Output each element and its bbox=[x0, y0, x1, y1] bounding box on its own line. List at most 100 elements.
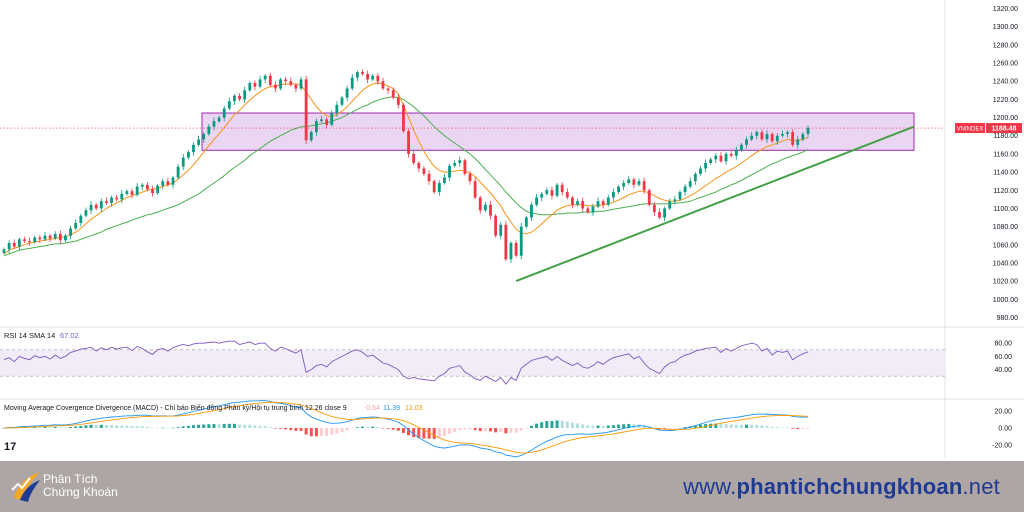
candle-body bbox=[448, 165, 451, 178]
price-tick-label: 1160.00 bbox=[993, 151, 1018, 158]
macd-tick-label: -20.00 bbox=[992, 443, 1012, 450]
macd-histogram-bar bbox=[232, 423, 236, 428]
candle-body bbox=[17, 239, 21, 247]
candle-body bbox=[560, 184, 564, 193]
candle-body bbox=[581, 201, 585, 209]
rsi-tick-label: 80.00 bbox=[994, 341, 1012, 348]
candle-body bbox=[693, 173, 697, 182]
macd-histogram-bar bbox=[314, 428, 318, 437]
macd-histogram-bar bbox=[555, 420, 559, 428]
candle-body bbox=[724, 153, 728, 162]
macd-histogram-bar bbox=[468, 428, 472, 430]
macd-histogram-bar bbox=[248, 424, 252, 428]
macd-histogram-bar bbox=[560, 420, 564, 428]
candle-body bbox=[386, 88, 390, 91]
candle-body bbox=[89, 204, 93, 211]
candle-body bbox=[652, 204, 656, 213]
candle-body bbox=[202, 133, 206, 140]
candle-body bbox=[207, 126, 211, 134]
macd-histogram-bar bbox=[622, 424, 626, 428]
website-link[interactable]: www.phantichchungkhoan.net bbox=[683, 474, 1000, 500]
candle-body bbox=[350, 77, 354, 89]
price-tick-label: 1020.00 bbox=[993, 279, 1018, 286]
candle-body bbox=[750, 135, 754, 140]
candle-body bbox=[745, 139, 748, 145]
macd-histogram-bar bbox=[115, 425, 119, 428]
candle-body bbox=[140, 184, 144, 187]
tradingview-logo-icon: 17 bbox=[4, 441, 17, 453]
candle-body bbox=[258, 79, 262, 87]
candle-body bbox=[688, 181, 692, 187]
macd-signal-value: 12.03 bbox=[405, 405, 423, 412]
brand-name-line1: Phân Tích bbox=[43, 472, 98, 486]
macd-histogram-bar bbox=[509, 428, 513, 433]
macd-histogram-bar bbox=[176, 427, 180, 428]
macd-histogram-bar bbox=[69, 427, 73, 428]
macd-histogram-bar bbox=[320, 428, 324, 437]
macd-histogram-bar bbox=[693, 425, 697, 428]
macd-histogram-bar bbox=[550, 420, 554, 428]
sma-slow-path bbox=[3, 96, 809, 257]
candle-body bbox=[627, 179, 631, 183]
macd-histogram-bar bbox=[504, 428, 508, 434]
candle-body bbox=[709, 159, 713, 163]
macd-histogram-bar bbox=[494, 428, 498, 433]
macd-histogram-bar bbox=[212, 424, 216, 428]
candle-body bbox=[565, 192, 569, 198]
macd-histogram-bar bbox=[125, 425, 129, 428]
macd-histogram-bar bbox=[289, 428, 293, 431]
candle-body bbox=[755, 132, 759, 136]
macd-histogram-bar bbox=[760, 425, 764, 428]
candle-body bbox=[576, 201, 579, 205]
macd-line bbox=[3, 400, 809, 458]
candle-body bbox=[48, 235, 52, 239]
macd-histogram-bar bbox=[786, 427, 790, 429]
macd-histogram-bar bbox=[442, 428, 446, 437]
macd-pane: -20.00 0.00 20.00 bbox=[2, 400, 1012, 458]
macd-histogram-bar bbox=[243, 424, 247, 428]
macd-histogram-bar bbox=[151, 427, 155, 429]
candle-body bbox=[432, 181, 436, 193]
candle-body bbox=[289, 81, 293, 85]
candle-body bbox=[740, 144, 743, 151]
candle-body bbox=[519, 226, 523, 256]
macd-histogram-bar bbox=[63, 427, 67, 428]
macd-histogram-bar bbox=[325, 428, 329, 436]
candle-body bbox=[443, 177, 446, 183]
candle-body bbox=[197, 139, 200, 145]
macd-histogram-bar bbox=[617, 424, 621, 428]
macd-histogram-bar bbox=[33, 426, 37, 428]
macd-histogram-bar bbox=[197, 424, 201, 428]
candle-body bbox=[130, 191, 134, 195]
macd-histogram-bar bbox=[130, 426, 134, 428]
candle-body bbox=[524, 217, 528, 227]
candle-body bbox=[166, 181, 170, 185]
macd-histogram-bar bbox=[366, 426, 370, 428]
macd-histogram-bar bbox=[2, 428, 6, 429]
sma-fast-path bbox=[3, 82, 809, 255]
macd-histogram-bar bbox=[396, 428, 400, 431]
macd-histogram-bar bbox=[806, 428, 810, 429]
macd-histogram-bar bbox=[668, 428, 672, 430]
candle-body bbox=[499, 224, 503, 236]
macd-histogram-bar bbox=[755, 424, 759, 428]
macd-histogram-bar bbox=[606, 425, 610, 428]
candle-body bbox=[678, 192, 682, 200]
macd-histogram-bar bbox=[417, 428, 421, 439]
macd-histogram-bar bbox=[427, 428, 431, 439]
candle-body bbox=[181, 157, 185, 167]
macd-histogram-bar bbox=[258, 425, 262, 428]
candle-body bbox=[545, 190, 549, 194]
candle-body bbox=[161, 181, 165, 186]
macd-histogram-bar bbox=[739, 424, 743, 428]
candle-body bbox=[535, 197, 538, 205]
candle-body bbox=[176, 166, 180, 178]
macd-histogram-bar bbox=[401, 428, 405, 433]
candle-body bbox=[770, 133, 774, 142]
macd-histogram-bar bbox=[135, 426, 139, 428]
candle-body bbox=[622, 182, 626, 187]
macd-histogram-bar bbox=[601, 425, 605, 428]
candle-body bbox=[427, 173, 431, 182]
candle-body bbox=[391, 90, 395, 98]
candle-body bbox=[617, 186, 620, 193]
